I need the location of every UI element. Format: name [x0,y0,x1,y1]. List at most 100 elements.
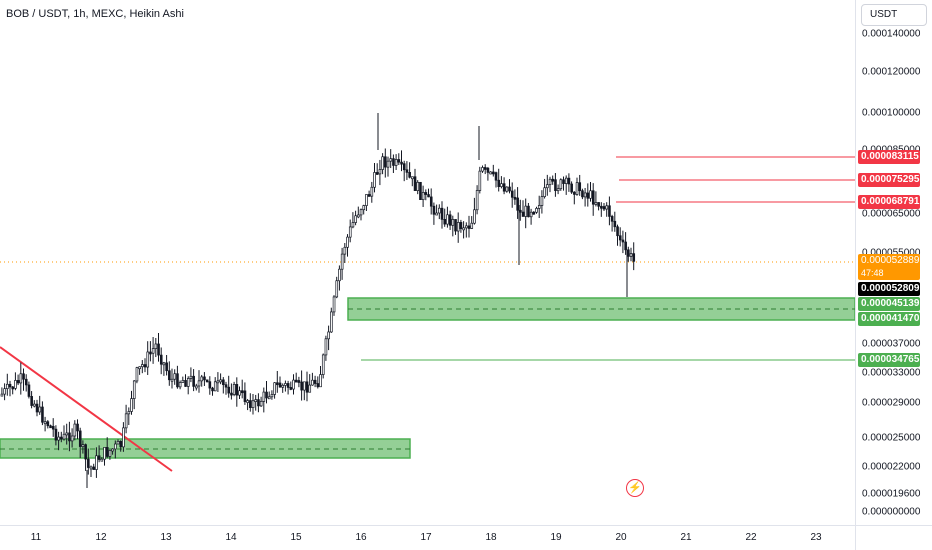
candle [68,432,71,442]
candle [292,379,295,390]
candle [273,382,276,395]
candle [14,380,17,389]
candle [240,390,244,394]
resistance-tag-3: 0.000068791 [858,195,920,209]
candle [222,379,225,386]
candle [529,211,533,218]
candle [573,191,576,195]
price-tick: 0.000033000 [862,367,921,379]
candle [138,366,141,370]
candle [159,354,163,365]
time-label: 11 [30,532,42,543]
candle [87,458,90,468]
candle [65,432,69,436]
candle [76,423,79,432]
time-label: 14 [225,532,237,543]
candlestick-chart[interactable] [0,0,855,525]
candle [386,160,390,168]
candle [400,161,403,165]
candle [346,236,349,248]
candle [116,441,120,445]
candle [246,400,249,403]
candle [81,444,85,447]
symbol-title: BOB / USDT, 1h, MEXC, Heikin Ashi [6,8,184,20]
candle [100,458,104,462]
candle [154,343,158,349]
candle [378,169,382,175]
last-price-value: 0.000052889 [861,255,920,266]
candle [294,379,298,383]
candle [257,399,260,407]
time-axis[interactable]: 11 12 13 14 15 16 17 18 19 20 21 22 23 [0,525,855,550]
candle [297,380,301,383]
candle [335,280,339,298]
chart-area[interactable]: BOB / USDT, 1h, MEXC, Heikin Ashi ⚡ [0,0,855,525]
candle [427,194,430,198]
price-tick: 0.000100000 [862,107,921,119]
candle [235,384,239,396]
candle [33,403,36,407]
candle [367,194,371,197]
candle [575,182,579,195]
candle [497,179,501,187]
candle [267,396,271,400]
candle [192,375,195,387]
candle [92,466,96,470]
candle [319,374,322,388]
candle [184,380,187,387]
candle [27,384,31,397]
candle [438,207,441,214]
candle [537,205,541,209]
candle [586,192,590,199]
candle [43,421,47,425]
candle [559,179,563,190]
candle [211,387,214,392]
candle [373,172,376,188]
currency-selector[interactable]: USDT [861,4,927,26]
candle [78,430,82,447]
candle [540,196,544,206]
candle [357,214,360,218]
candle [22,373,25,380]
candle [149,351,152,355]
candle [432,205,436,215]
candle [489,171,492,175]
candle [97,455,101,460]
candle [465,225,468,229]
candle [249,400,252,409]
price-axis[interactable]: USDT 0.000140000 0.000120000 0.000100000… [855,0,932,525]
candle [508,186,511,192]
candle [421,192,425,200]
candle [265,391,268,399]
price-tick: 0.000029000 [862,397,921,409]
candle [105,446,109,457]
candle [365,194,368,206]
candle [581,190,584,198]
candle [621,239,625,243]
candle [151,348,155,354]
candle [132,380,136,399]
candle [394,159,398,166]
time-label: 18 [485,532,497,543]
candle [119,441,123,448]
candle [483,167,487,170]
candle [546,184,549,189]
candle [216,380,220,384]
candle [502,183,506,192]
candle [600,205,603,209]
candle [114,443,117,450]
candle [73,423,77,437]
time-label: 21 [680,532,692,543]
flash-icon[interactable]: ⚡ [626,479,644,497]
time-label: 22 [745,532,757,543]
candle [443,219,447,225]
candle [300,381,303,391]
candle [527,205,530,218]
candle [516,197,519,211]
candle [616,226,619,237]
candle [343,246,347,255]
candle [70,435,74,442]
candle [165,362,168,372]
price-tick: 0.000000000 [862,506,921,518]
candle [122,427,125,448]
